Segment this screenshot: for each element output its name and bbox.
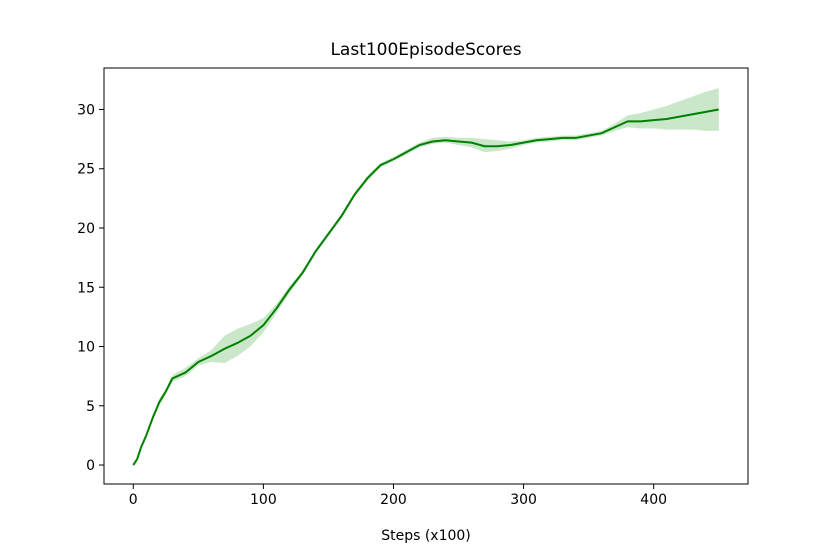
y-tick-label: 30 <box>77 102 95 118</box>
chart-title: Last100EpisodeScores <box>330 40 521 60</box>
y-tick-label: 0 <box>86 458 95 474</box>
x-axis-label: Steps (x100) <box>381 528 471 544</box>
x-tick-label: 0 <box>129 492 138 508</box>
x-tick-label: 400 <box>640 492 667 508</box>
confidence-band <box>133 88 719 466</box>
score-line <box>132 108 719 466</box>
x-tick-label: 200 <box>380 492 407 508</box>
plot-frame <box>103 67 749 485</box>
y-tick-label: 25 <box>77 162 95 178</box>
y-tick-label: 5 <box>86 399 95 415</box>
x-tick-label: 100 <box>250 492 277 508</box>
y-tick-label: 10 <box>77 340 95 356</box>
y-tick-label: 20 <box>77 221 95 237</box>
x-tick-label: 300 <box>510 492 537 508</box>
y-tick-label: 15 <box>77 280 95 296</box>
